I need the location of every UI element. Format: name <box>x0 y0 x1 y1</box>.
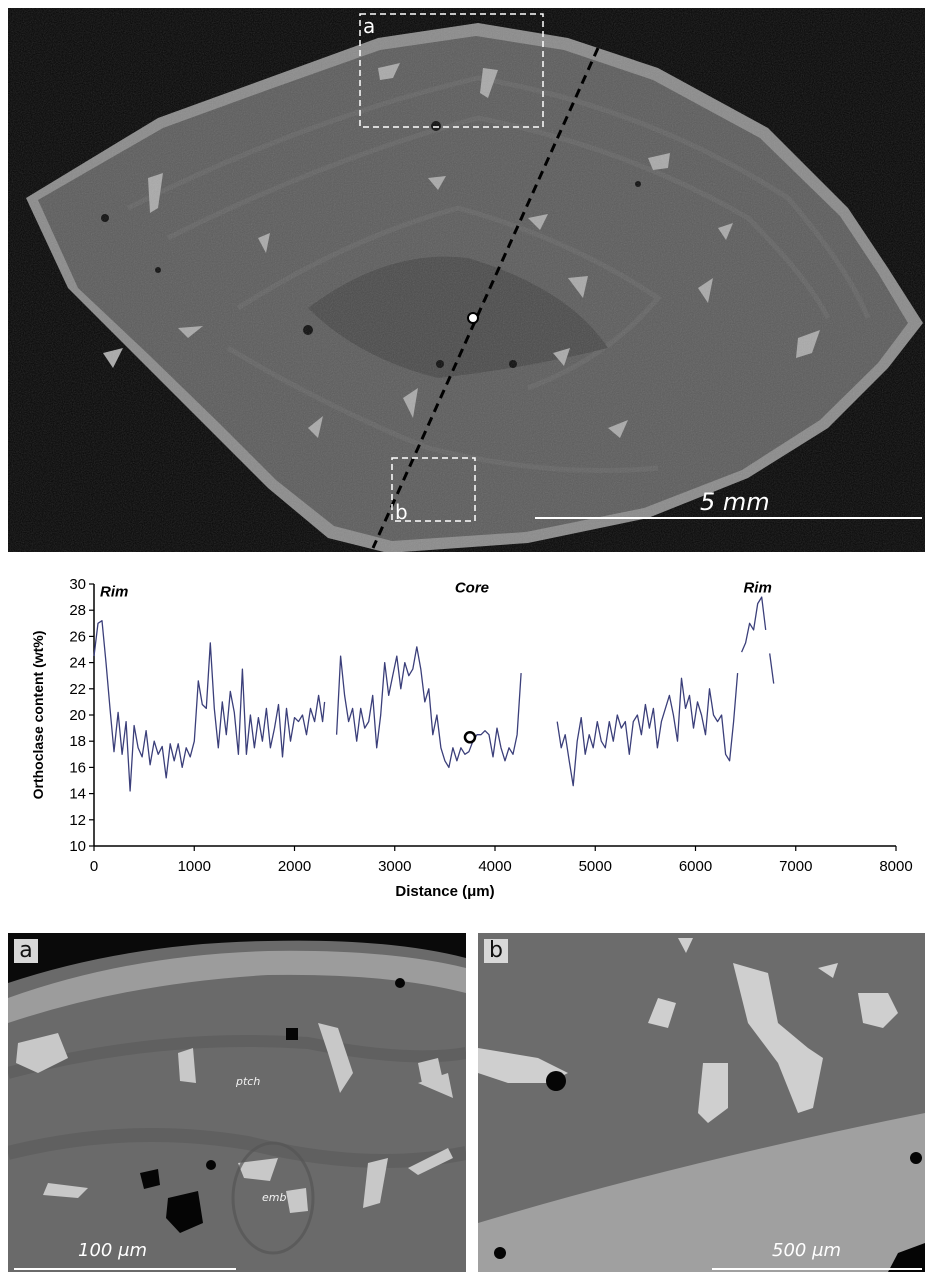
y-tick-label: 30 <box>69 576 86 593</box>
panel-b-light-band <box>478 1113 925 1272</box>
scale-bar-top-label: 5 mm <box>700 488 770 516</box>
annotation-rim: Rim <box>100 584 128 601</box>
profile-series-segment <box>93 620 326 792</box>
panel-b-tag: b <box>484 939 508 963</box>
inset-label-b: b <box>395 500 408 524</box>
x-tick-label: 2000 <box>278 858 311 875</box>
orthoclase-profile-chart: 10 12 14 16 18 20 22 24 26 28 30 0 1000 2000 3000 4000 5… <box>30 576 913 900</box>
x-tick-label: 1000 <box>178 858 211 875</box>
profile-series-segment <box>769 653 775 684</box>
scale-bar-a-label: 100 μm <box>78 1240 148 1261</box>
x-tick-label: 5000 <box>579 858 612 875</box>
chart-series <box>93 596 775 792</box>
panel-b-graphic <box>478 933 925 1272</box>
y-tick-label: 20 <box>69 707 86 724</box>
feature-label-ptch: ptch <box>236 1075 261 1088</box>
panel-a-rim-band <box>8 950 466 1023</box>
x-tick-label: 6000 <box>679 858 712 875</box>
panel-b-inclusions <box>478 938 898 1123</box>
x-tick-label: 8000 <box>879 858 912 875</box>
scale-bar-a <box>14 1268 236 1270</box>
annotation-core: Core <box>455 580 489 597</box>
profile-series-segment <box>556 673 739 787</box>
chart-annotations: Rim Core Rim <box>100 580 772 744</box>
x-axis-title: Distance (μm) <box>395 883 494 900</box>
y-tick-label: 26 <box>69 628 86 645</box>
panel-a-inclusions <box>16 1023 453 1213</box>
y-tick-label: 28 <box>69 602 86 619</box>
y-tick-label: 16 <box>69 759 86 776</box>
panel-b-voids <box>494 1071 925 1272</box>
inset-label-a: a <box>363 14 376 38</box>
x-tick-label: 0 <box>90 858 98 875</box>
panel-a-image: a ptch emb 100 μm <box>8 933 466 1272</box>
inset-box-b <box>391 457 476 522</box>
profile-line <box>371 47 600 549</box>
panel-b-image: b 500 μm <box>478 933 925 1272</box>
core-marker-point <box>463 731 477 744</box>
profile-series-segment <box>335 646 522 769</box>
crystal-image-graphic <box>8 8 925 552</box>
panel-a-voids <box>140 978 405 1233</box>
annotation-rim: Rim <box>743 580 771 597</box>
y-tick-label: 22 <box>69 681 86 698</box>
scale-bar-b <box>712 1268 922 1270</box>
y-tick-label: 24 <box>69 655 86 672</box>
chart-axes: 10 12 14 16 18 20 22 24 26 28 30 0 1000 2000 3000 4000 5… <box>30 576 913 900</box>
scale-bar-b-label: 500 μm <box>772 1240 842 1261</box>
x-tick-label: 4000 <box>478 858 511 875</box>
panel-a-graphic <box>8 933 466 1272</box>
feature-label-emb: emb <box>262 1191 287 1204</box>
y-tick-label: 12 <box>69 812 86 829</box>
panel-a-rim <box>8 933 466 983</box>
profile-series-segment <box>741 596 767 653</box>
y-tick-label: 18 <box>69 733 86 750</box>
core-marker <box>467 312 479 324</box>
scale-bar-top <box>535 517 922 519</box>
y-tick-label: 10 <box>69 838 86 855</box>
crystal-bse-image: a b 5 mm <box>8 8 925 552</box>
x-tick-label: 7000 <box>779 858 812 875</box>
y-tick-label: 14 <box>69 786 86 803</box>
panel-a-tag: a <box>14 939 38 963</box>
x-tick-label: 3000 <box>378 858 411 875</box>
y-axis-title: Orthoclase content (wt%) <box>30 631 46 800</box>
inset-box-a <box>359 13 544 128</box>
